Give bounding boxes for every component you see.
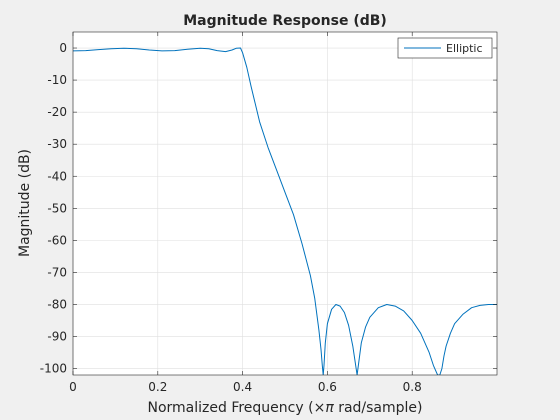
y-tick-label: -100 xyxy=(40,362,67,376)
y-tick-label: -20 xyxy=(47,105,67,119)
axis-ticks xyxy=(72,32,497,375)
x-tick-label: 0.2 xyxy=(148,380,167,394)
y-tick-labels: 0 -10 -20 -30 -40 -50 -60 -70 -80 -90 -100 xyxy=(40,41,67,376)
x-axis-label-pi: π xyxy=(325,400,334,416)
y-axis-label: Magnitude (dB) xyxy=(17,149,33,257)
y-tick-label: -10 xyxy=(47,73,67,87)
y-tick-label: -80 xyxy=(47,297,67,311)
x-tick-label: 0.8 xyxy=(403,380,422,394)
x-axis-label-times: × xyxy=(314,400,326,416)
legend-box xyxy=(397,37,493,59)
y-tick-label: 0 xyxy=(59,41,67,55)
y-tick-label: -90 xyxy=(47,330,67,344)
x-tick-label: 0.4 xyxy=(233,380,252,394)
y-tick-label: -50 xyxy=(47,201,67,215)
y-tick-label: -40 xyxy=(47,169,67,183)
chart-title: Magnitude Response (dB) xyxy=(183,13,387,29)
y-tick-label: -70 xyxy=(47,265,67,279)
series-line-elliptic xyxy=(73,47,497,375)
x-axis-label-suffix: rad/sample) xyxy=(334,400,423,416)
legend-entry-label: Elliptic xyxy=(446,42,483,55)
y-tick-label: -60 xyxy=(47,233,67,247)
grid-lines xyxy=(72,32,497,375)
legend[interactable]: Elliptic xyxy=(397,37,493,59)
x-axis-label: Normalized Frequency (×π rad/sample) xyxy=(147,400,422,416)
x-tick-labels: 0 0.2 0.4 0.6 0.8 xyxy=(69,380,422,394)
axes-box xyxy=(72,31,498,376)
series-layer xyxy=(73,47,497,375)
x-tick-label: 0.6 xyxy=(318,380,337,394)
x-tick-label: 0 xyxy=(69,380,77,394)
x-axis-label-prefix: Normalized Frequency ( xyxy=(147,400,313,416)
plot-area xyxy=(73,32,497,375)
y-tick-label: -30 xyxy=(47,137,67,151)
